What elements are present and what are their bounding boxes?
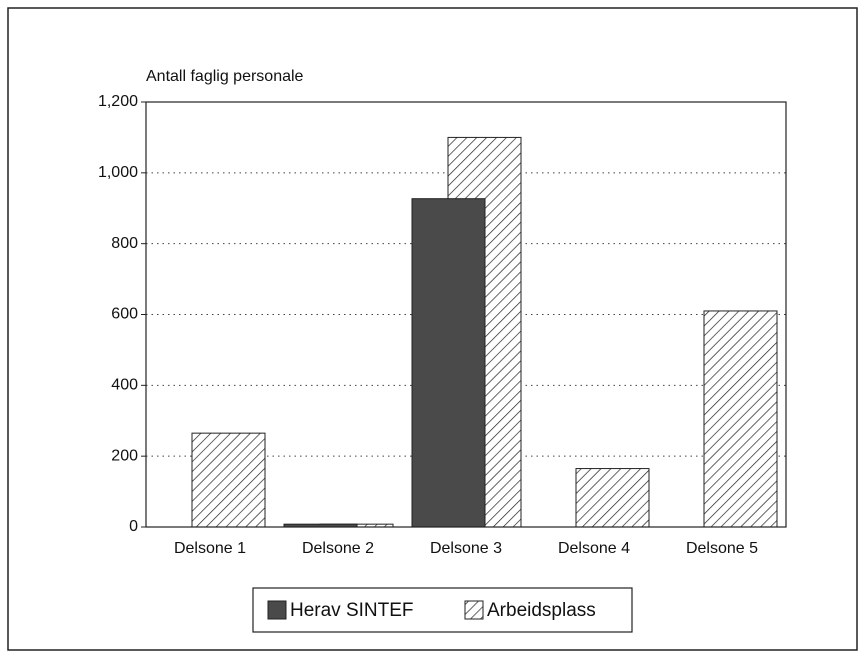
y-tick-label: 200 (111, 447, 138, 464)
y-tick-label: 1,200 (98, 93, 138, 110)
y-tick-label: 0 (129, 518, 138, 535)
chart-title: Antall faglig personale (146, 68, 304, 85)
y-tick-label: 800 (111, 235, 138, 252)
y-tick-label: 400 (111, 377, 138, 394)
y-tick-label: 600 (111, 306, 138, 323)
x-tick-label: Delsone 1 (174, 540, 246, 557)
legend-swatch (464, 600, 484, 620)
bar (575, 468, 650, 528)
x-tick-label: Delsone 2 (302, 540, 374, 557)
plot-frame (145, 101, 787, 528)
bar (191, 432, 266, 528)
x-tick-label: Delsone 5 (686, 540, 758, 557)
y-tick-label: 1,000 (98, 164, 138, 181)
legend-label: Arbeidsplass (487, 600, 596, 621)
x-tick-label: Delsone 3 (430, 540, 502, 557)
legend-swatch (267, 600, 287, 620)
x-tick-label: Delsone 4 (558, 540, 630, 557)
bar (411, 198, 486, 528)
legend-box (252, 587, 633, 633)
legend-label: Herav SINTEF (290, 600, 414, 621)
frame (7, 7, 858, 651)
bar (703, 310, 778, 528)
